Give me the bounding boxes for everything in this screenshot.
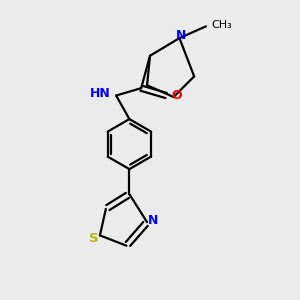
Text: N: N	[176, 29, 186, 42]
Text: O: O	[172, 89, 182, 102]
Text: HN: HN	[89, 87, 110, 100]
Text: N: N	[148, 214, 159, 227]
Text: S: S	[89, 232, 98, 245]
Text: CH₃: CH₃	[211, 20, 232, 30]
